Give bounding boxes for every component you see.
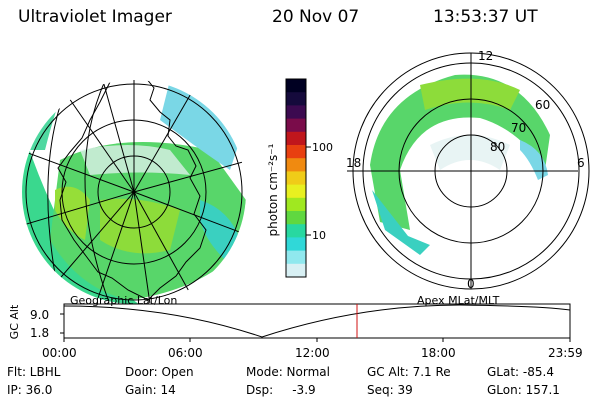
status-dsp: Dsp: -3.9 [246,383,316,397]
colorbar-segment [286,263,306,278]
left-map-projection-label: Geographic Lat/Lon [70,294,178,307]
status-seq: Seq: 39 [367,383,413,397]
colorbar-segment [286,171,306,186]
colorbar-frame [285,78,307,278]
image-time: 13:53:37 UT [433,7,538,27]
colorbar-segment [286,118,306,133]
colorbar-label: photon cm⁻²s⁻¹ [266,143,280,236]
mlt-label-12: 12 [478,49,493,63]
timeline-ylabel: GC Alt [8,304,21,339]
colorbar-tick-100: 100 [312,141,333,154]
status-gain: Gain: 14 [125,383,176,397]
geographic-map [22,80,246,304]
colorbar-segment [286,184,306,199]
status-gc-alt: GC Alt: 7.1 Re [367,365,451,379]
colorbar-tick-10: 10 [312,229,326,242]
mlat-label-60: 60 [535,98,550,112]
time-tick-1: 06:00 [168,346,203,360]
colorbar-segment [286,105,306,120]
colorbar-segment [286,158,306,172]
status-door: Door: Open [125,365,194,379]
magnetic-map [347,52,590,290]
time-tick-4: 23:59 [548,346,583,360]
coastline [57,80,207,301]
status-mode: Mode: Normal [246,365,330,379]
mlt-label-0: 0 [467,277,475,291]
mlat-label-70: 70 [511,121,526,135]
mlat-label-80: 80 [490,140,505,154]
altitude-curve [64,304,570,338]
status-ip: IP: 36.0 [7,383,53,397]
timeline-ytick-max: 9.0 [30,308,49,322]
colorbar-segment [286,79,306,93]
time-tick-0: 00:00 [42,346,77,360]
colorbar-segment [286,224,306,238]
instrument-title: Ultraviolet Imager [18,7,172,27]
status-glon: GLon: 157.1 [487,383,560,397]
right-map-projection-label: Apex MLat/MLT [417,294,500,307]
status-filter: Flt: LBHL [7,365,61,379]
time-tick-3: 18:00 [421,346,456,360]
colorbar-segment [286,250,306,265]
colorbar-segment [286,92,306,106]
colorbar [285,78,307,278]
image-date: 20 Nov 07 [272,7,360,27]
status-glat: GLat: -85.4 [487,365,554,379]
colorbar-segment [286,211,306,225]
colorbar-segment [286,131,306,146]
colorbar-segment [286,197,306,212]
altitude-timeline [60,303,571,342]
colorbar-segment [286,237,306,252]
timeline-ytick-min: 1.8 [30,326,49,340]
right-aurora-image [370,74,550,255]
colorbar-segment [286,145,306,159]
time-tick-2: 12:00 [295,346,330,360]
mlt-label-6: 6 [577,156,585,170]
mlt-label-18: 18 [346,156,361,170]
